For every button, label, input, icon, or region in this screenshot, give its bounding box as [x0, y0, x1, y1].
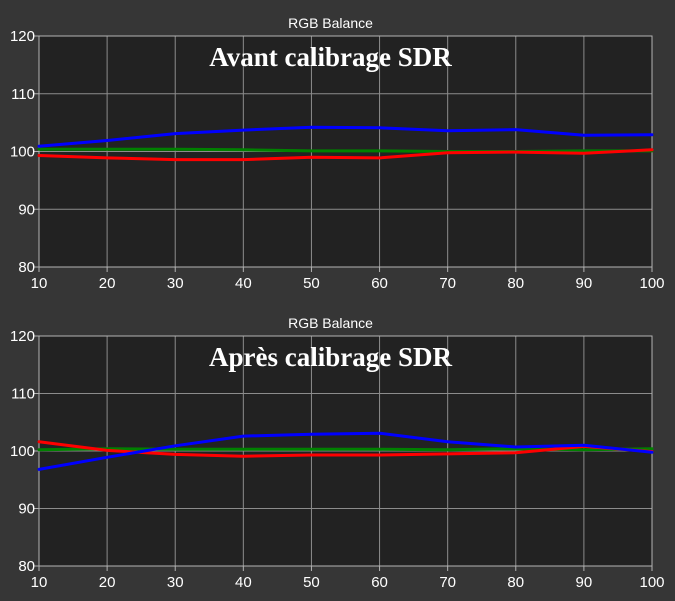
- x-tick-label: 100: [639, 574, 664, 591]
- y-tick-label: 80: [18, 259, 35, 276]
- series-line-red: [37, 148, 654, 162]
- x-tick-label: 10: [31, 275, 48, 292]
- x-tick-label: 90: [576, 275, 593, 292]
- x-tick-label: 30: [167, 574, 184, 591]
- x-tick-label: 70: [439, 574, 456, 591]
- x-tick-label: 40: [235, 574, 252, 591]
- y-tick-label: 110: [11, 386, 35, 403]
- y-tick-label: 120: [10, 328, 35, 345]
- x-tick-label: 90: [576, 574, 593, 591]
- x-tick-label: 60: [371, 275, 388, 292]
- y-tick-label: 110: [11, 86, 35, 103]
- chart-annotation: Après calibrage SDR: [209, 342, 452, 372]
- x-tick-label: 10: [31, 574, 48, 591]
- chart-title: RGB Balance: [288, 315, 373, 331]
- x-tick-label: 100: [639, 275, 664, 292]
- x-tick-label: 70: [439, 275, 456, 292]
- x-tick-label: 30: [167, 275, 184, 292]
- x-tick-label: 80: [507, 275, 524, 292]
- series-line-blue: [37, 125, 654, 148]
- series-line-blue: [37, 431, 654, 471]
- x-tick-label: 60: [371, 574, 388, 591]
- x-tick-label: 50: [303, 275, 320, 292]
- chart-panel-2: 80 90 100 110 120 10 20 30 40 50 60 70 80 90 100 RGB Ba…: [10, 315, 665, 591]
- y-tick-label: 80: [18, 558, 35, 575]
- charts-root: 80 90 100 110 120 10 20 30 40 50 60 70 80 90 100 RGB Ba…: [10, 15, 665, 591]
- x-tick-label: 80: [507, 574, 524, 591]
- x-tick-label: 20: [99, 574, 116, 591]
- y-tick-label: 90: [18, 201, 35, 218]
- x-tick-label: 40: [235, 275, 252, 292]
- y-tick-label: 100: [10, 443, 35, 460]
- chart-title: RGB Balance: [288, 15, 373, 31]
- chart-annotation: Avant calibrage SDR: [209, 42, 452, 72]
- y-tick-label: 90: [18, 501, 35, 518]
- y-tick-label: 100: [10, 144, 35, 161]
- x-tick-label: 20: [99, 275, 116, 292]
- chart-panel-1: 80 90 100 110 120 10 20 30 40 50 60 70 80 90 100 RGB Ba…: [10, 15, 665, 292]
- x-tick-label: 50: [303, 574, 320, 591]
- y-tick-label: 120: [10, 28, 35, 45]
